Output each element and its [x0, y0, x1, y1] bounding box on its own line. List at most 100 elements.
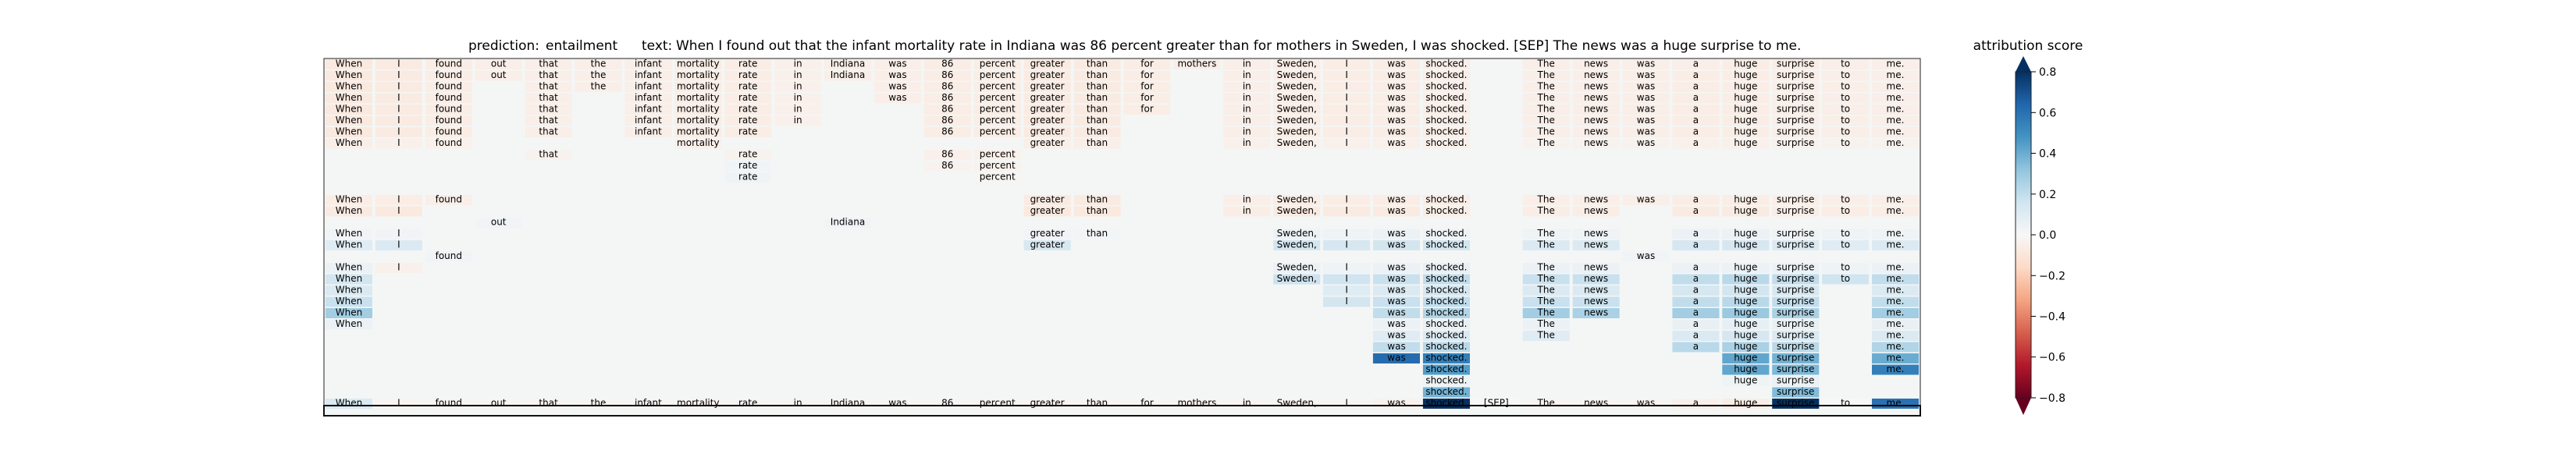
token-label: rate	[738, 80, 757, 91]
token-label: found	[436, 115, 462, 126]
token-label: was	[1637, 69, 1655, 80]
heatmap-cell	[1872, 82, 1920, 92]
token-label: was	[1637, 193, 1655, 204]
token-label: than	[1087, 80, 1108, 91]
token-label: rate	[738, 171, 757, 182]
heatmap-cell	[1572, 206, 1620, 217]
token-label: When	[336, 137, 362, 148]
token-label: news	[1584, 80, 1608, 91]
token-label: The	[1537, 193, 1555, 204]
token-label: for	[1140, 103, 1154, 114]
heatmap-cell	[1323, 59, 1371, 69]
heatmap-cell	[774, 105, 822, 115]
token-label: infant	[635, 80, 662, 91]
heatmap-cell	[1023, 82, 1071, 92]
heatmap-cell	[1422, 308, 1470, 318]
heatmap-cell	[1422, 229, 1470, 239]
token-label: was	[888, 397, 906, 408]
heatmap-cell	[624, 105, 672, 115]
heatmap-cell	[1323, 82, 1371, 92]
heatmap-cell	[923, 150, 971, 160]
heatmap-cell	[1273, 206, 1321, 217]
colorbar-gradient	[2016, 72, 2031, 398]
token-label: Indiana	[831, 69, 865, 80]
heatmap-cell	[1672, 105, 1720, 115]
token-label: Indiana	[831, 397, 865, 408]
token-label: I	[1345, 296, 1348, 307]
heatmap-cell	[1522, 229, 1570, 239]
heatmap-cell	[1872, 229, 1920, 239]
token-label: a	[1693, 329, 1699, 340]
heatmap-cell	[575, 82, 622, 92]
token-label: The	[1537, 69, 1555, 80]
heatmap-cell	[1372, 195, 1420, 205]
token-label: in	[1243, 397, 1251, 408]
token-label: news	[1584, 261, 1608, 272]
token-label: surprise	[1777, 205, 1814, 216]
token-label: percent	[980, 171, 1016, 182]
heatmap-cell	[325, 229, 372, 239]
heatmap-cell	[1372, 105, 1420, 115]
token-label: was	[1387, 228, 1405, 239]
token-label: huge	[1734, 80, 1757, 91]
heatmap-cell	[1722, 263, 1770, 273]
token-label: was	[1387, 69, 1405, 80]
heatmap-cell	[1422, 115, 1470, 126]
heatmap-cell	[923, 161, 971, 172]
heatmap-cell	[425, 115, 472, 126]
colorbar-tick-label: 0.4	[2039, 148, 2056, 161]
heatmap-cell	[325, 285, 372, 296]
heatmap-cell	[1522, 274, 1570, 285]
token-label: When	[336, 80, 362, 91]
colorbar-tick-label: −0.6	[2039, 352, 2065, 364]
token-label: infant	[635, 92, 662, 103]
token-label: in	[794, 397, 802, 408]
token-label: When	[336, 115, 362, 126]
heatmap-cell	[375, 263, 422, 273]
token-label: in	[794, 58, 802, 69]
heatmap-cell	[1722, 319, 1770, 330]
heatmap-cell	[1572, 229, 1620, 239]
token-label: found	[436, 250, 462, 261]
heatmap-cell	[1722, 331, 1770, 341]
token-label: The	[1537, 239, 1555, 250]
heatmap-cell	[1572, 70, 1620, 81]
token-label: rate	[738, 397, 757, 408]
token-label: 86	[941, 160, 953, 171]
token-label: me.	[1887, 261, 1905, 272]
token-label: I	[397, 126, 400, 136]
token-label: shocked.	[1425, 103, 1467, 114]
heatmap-cell	[1872, 308, 1920, 318]
token-label: The	[1537, 329, 1555, 340]
heatmap-cell	[1372, 229, 1420, 239]
colorbar-ticks: 0.8 0.6 0.4 0.2 0.0 −0.2 −0.4 −0.6 −0.8	[2031, 66, 2065, 405]
heatmap-cell	[1522, 308, 1570, 318]
heatmap-cell	[525, 82, 572, 92]
token-label: that	[539, 148, 558, 159]
token-label: shocked.	[1425, 307, 1467, 317]
heatmap-cell	[824, 218, 872, 228]
token-label: Indiana	[831, 58, 865, 69]
token-label: huge	[1734, 363, 1757, 374]
token-label: to	[1841, 92, 1850, 103]
heatmap-cell	[1872, 138, 1920, 149]
heatmap-cell	[674, 105, 722, 115]
token-label: was	[1387, 80, 1405, 91]
heatmap-cell	[1273, 82, 1321, 92]
heatmap-cell	[425, 82, 472, 92]
token-label: was	[1387, 296, 1405, 307]
token-label: shocked.	[1425, 374, 1467, 385]
token-label: I	[1345, 273, 1348, 284]
heatmap-cell	[1872, 70, 1920, 81]
token-label: found	[436, 193, 462, 204]
token-label: surprise	[1777, 284, 1814, 295]
token-label: surprise	[1777, 69, 1814, 80]
token-label: found	[436, 69, 462, 80]
token-label: mortality	[677, 80, 720, 91]
heatmap-cell	[774, 82, 822, 92]
token-label: surprise	[1777, 126, 1814, 136]
heatmap-cell	[1422, 70, 1470, 81]
heatmap-cell	[1772, 308, 1820, 318]
token-label: shocked.	[1425, 329, 1467, 340]
token-label: than	[1087, 92, 1108, 103]
